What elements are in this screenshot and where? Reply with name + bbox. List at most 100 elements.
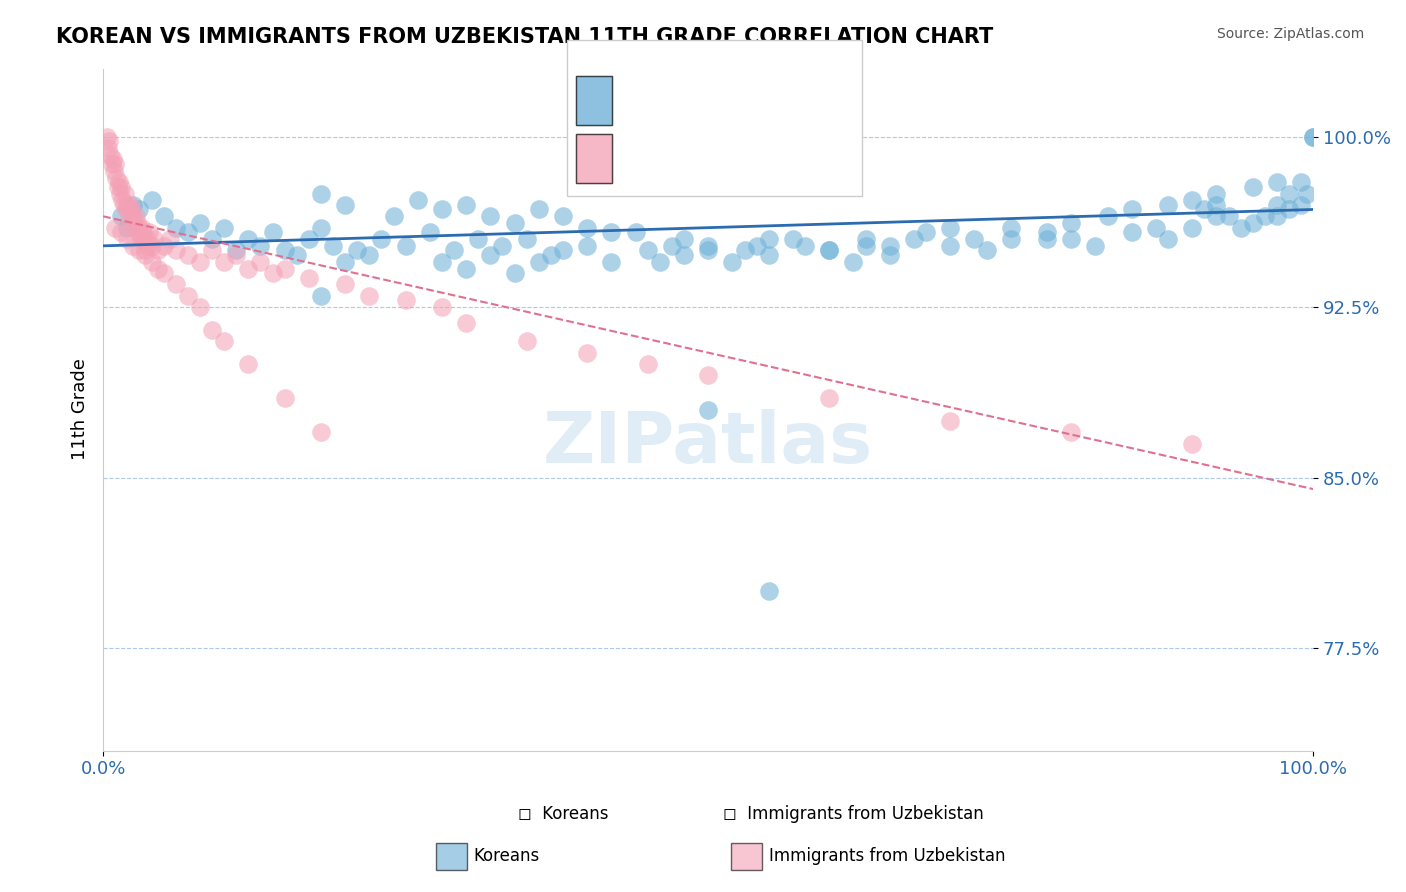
Point	[697, 368, 720, 383]
Point	[430, 202, 453, 217]
Point	[273, 244, 295, 258]
Point	[165, 220, 187, 235]
Point	[1278, 202, 1301, 217]
Point	[188, 300, 211, 314]
Point	[467, 232, 489, 246]
Point	[551, 209, 574, 223]
Point	[540, 248, 562, 262]
Point	[1265, 175, 1288, 189]
Point	[152, 209, 174, 223]
Point	[516, 232, 538, 246]
Point	[1289, 175, 1312, 189]
Point	[309, 289, 332, 303]
Point	[1302, 129, 1324, 144]
Point	[745, 239, 768, 253]
Point	[124, 220, 146, 235]
Point	[1097, 209, 1119, 223]
Point	[122, 239, 145, 253]
Point	[976, 244, 998, 258]
Point	[758, 584, 780, 599]
Text: ZIPatlas: ZIPatlas	[543, 409, 873, 478]
Point	[117, 220, 139, 235]
Point	[903, 232, 925, 246]
Point	[503, 266, 526, 280]
Point	[104, 157, 127, 171]
Point	[112, 198, 135, 212]
Point	[138, 225, 160, 239]
Point	[262, 266, 284, 280]
Point	[309, 220, 332, 235]
Point	[120, 216, 142, 230]
Point	[1060, 216, 1083, 230]
Point	[1144, 220, 1167, 235]
Point	[131, 220, 153, 235]
Point	[503, 216, 526, 230]
Point	[1060, 232, 1083, 246]
Point	[879, 239, 901, 253]
Point	[430, 254, 453, 268]
Point	[107, 179, 129, 194]
Point	[382, 209, 405, 223]
Point	[111, 194, 134, 208]
Point	[1181, 220, 1204, 235]
Point	[309, 186, 332, 201]
Point	[104, 220, 127, 235]
Text: R =: R =	[621, 141, 655, 159]
Point	[201, 232, 224, 246]
Text: N =: N =	[745, 141, 779, 159]
Text: Koreans: Koreans	[474, 847, 540, 865]
Point	[141, 194, 163, 208]
Point	[1194, 202, 1216, 217]
Point	[758, 232, 780, 246]
Point	[359, 248, 381, 262]
Point	[108, 175, 131, 189]
Point	[456, 261, 478, 276]
Point	[177, 225, 200, 239]
Point	[624, 225, 647, 239]
Point	[697, 244, 720, 258]
Point	[782, 232, 804, 246]
Point	[238, 357, 260, 371]
Point	[818, 244, 841, 258]
Point	[359, 289, 381, 303]
Point	[322, 239, 344, 253]
Point	[333, 254, 356, 268]
Point	[101, 153, 124, 167]
Point	[1205, 198, 1227, 212]
Point	[165, 277, 187, 292]
Point	[758, 248, 780, 262]
Point	[479, 248, 502, 262]
Point	[1296, 186, 1319, 201]
Point	[309, 425, 332, 440]
Point	[516, 334, 538, 349]
Point	[1205, 209, 1227, 223]
Point	[1241, 179, 1264, 194]
Point	[152, 239, 174, 253]
Point	[128, 220, 150, 235]
Point	[1181, 436, 1204, 450]
Point	[395, 239, 418, 253]
Point	[1205, 186, 1227, 201]
Point	[527, 202, 550, 217]
Point	[1218, 209, 1240, 223]
Point	[370, 232, 392, 246]
Point	[152, 266, 174, 280]
Point	[648, 254, 671, 268]
Point	[395, 293, 418, 308]
Point	[879, 248, 901, 262]
Point	[146, 261, 169, 276]
Text: ◻  Immigrants from Uzbekistan: ◻ Immigrants from Uzbekistan	[723, 805, 984, 823]
Point	[129, 232, 152, 246]
Point	[697, 402, 720, 417]
Point	[527, 254, 550, 268]
Point	[1265, 209, 1288, 223]
Point	[96, 129, 118, 144]
Point	[201, 323, 224, 337]
Point	[141, 239, 163, 253]
Point	[1036, 225, 1059, 239]
Point	[456, 316, 478, 330]
Point	[1254, 209, 1277, 223]
Point	[1229, 220, 1251, 235]
Point	[125, 209, 148, 223]
Point	[915, 225, 938, 239]
